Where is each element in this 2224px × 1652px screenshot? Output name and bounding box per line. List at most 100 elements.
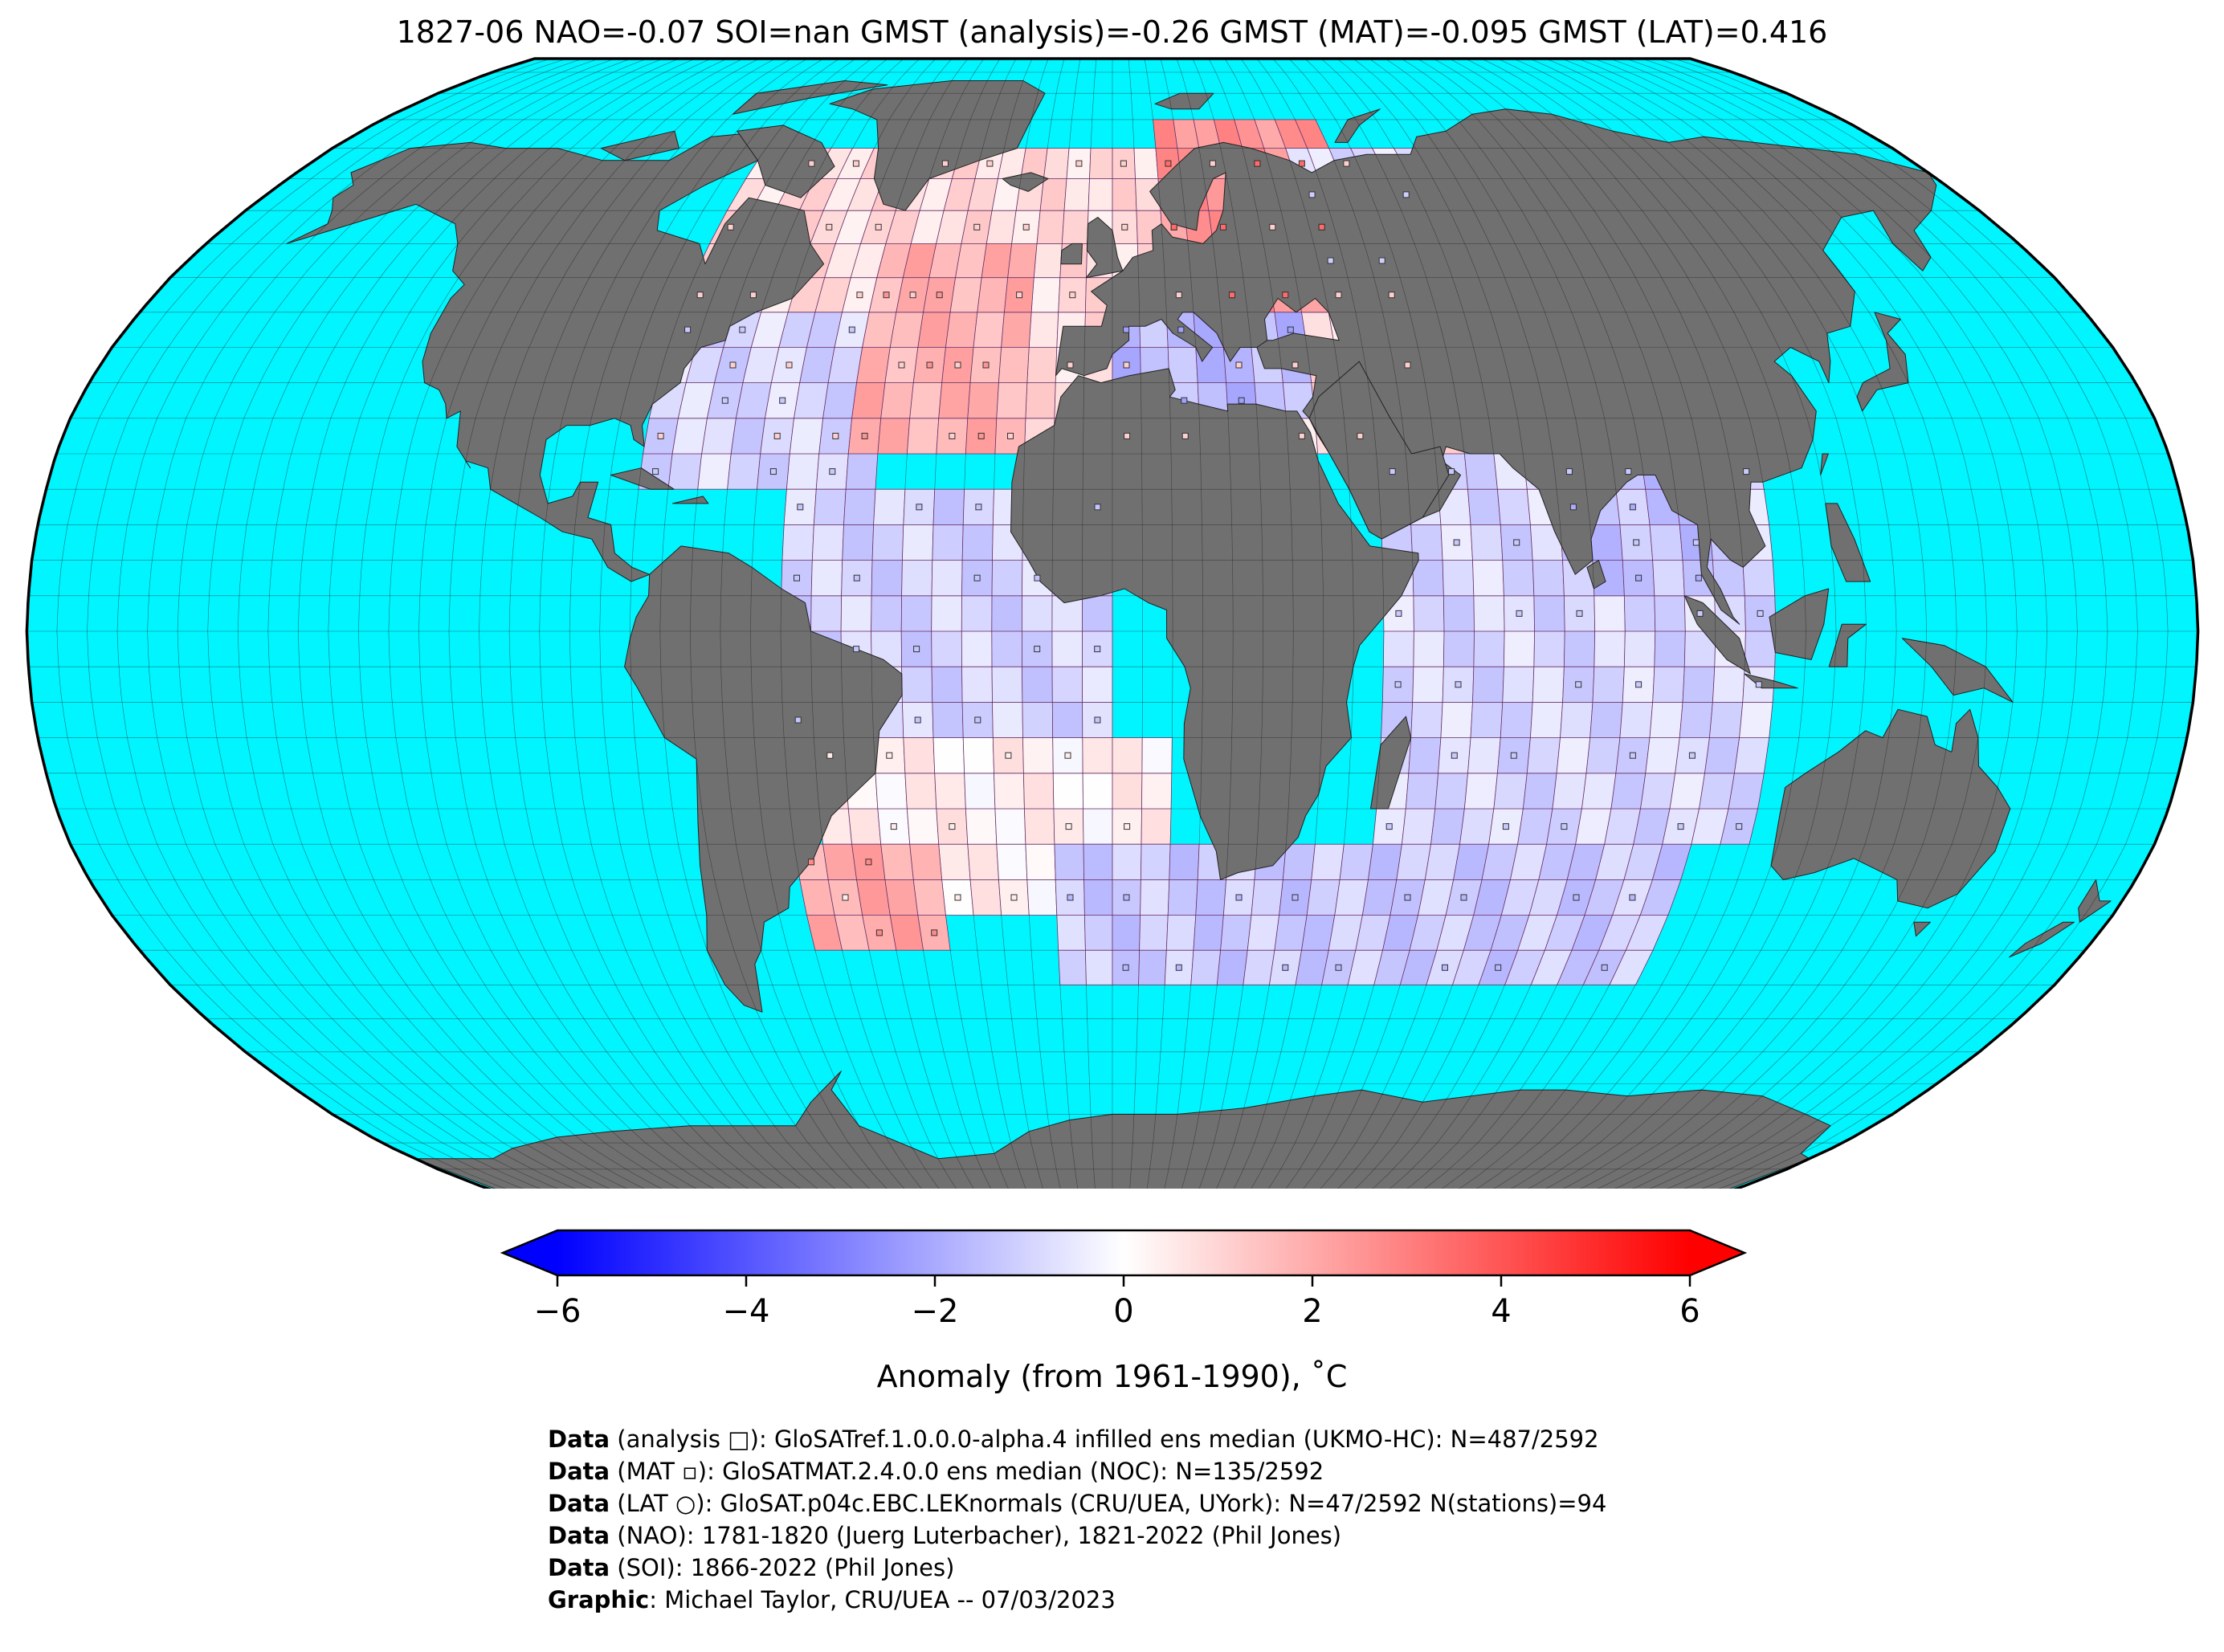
observation-marker [1635, 574, 1642, 581]
observation-marker [696, 292, 704, 299]
meridian-line [810, 59, 953, 1189]
observation-marker [1327, 257, 1334, 264]
observation-marker [1736, 823, 1743, 830]
observation-marker [973, 223, 981, 230]
observation-marker [865, 859, 872, 866]
meridian-line [1369, 59, 1596, 1189]
observation-marker [1335, 964, 1342, 971]
observation-marker [1565, 468, 1573, 475]
observation-marker [749, 292, 757, 299]
observation-marker [794, 574, 800, 581]
observation-marker [1124, 823, 1131, 830]
observation-marker [1696, 610, 1704, 617]
observation-marker [916, 504, 923, 511]
meridian-line [87, 59, 567, 1189]
meridian-line [1481, 59, 1806, 1189]
observation-marker [652, 468, 659, 475]
observation-marker [914, 716, 921, 724]
meridian-line [1353, 59, 1565, 1189]
observation-marker [1220, 223, 1226, 230]
observation-marker [977, 432, 985, 439]
observation-marker [1292, 894, 1299, 901]
colorbar-extend-high [1690, 1230, 1745, 1275]
observation-marker [1455, 681, 1462, 688]
observation-marker [684, 326, 692, 333]
meridian-line [1082, 59, 1097, 1189]
observation-marker [1065, 823, 1072, 830]
meridian-line [177, 59, 615, 1189]
observation-marker [1695, 574, 1702, 581]
observation-marker [1123, 326, 1130, 333]
observation-marker [1175, 964, 1182, 971]
observation-marker [1343, 160, 1350, 167]
credit-line: Data (SOI): 1866-2022 (Phil Jones) [548, 1552, 1606, 1584]
observation-marker [1094, 646, 1101, 653]
meridian-line [479, 59, 776, 1189]
observation-marker [1448, 468, 1455, 475]
observation-marker [1010, 894, 1018, 901]
observation-marker [1123, 894, 1130, 901]
observation-marker [1688, 752, 1696, 759]
observation-marker [1357, 432, 1364, 439]
meridian-line [1545, 59, 1928, 1189]
meridian-line [1433, 59, 1716, 1189]
meridian-line [569, 59, 824, 1189]
observation-marker [898, 361, 905, 369]
observation-marker [1692, 539, 1700, 546]
observation-marker [886, 752, 893, 759]
land-svalbard [1154, 92, 1214, 110]
meridian-line [1529, 59, 1897, 1189]
meridian-line [1022, 59, 1065, 1189]
meridian-line [1128, 59, 1143, 1189]
observation-marker [975, 504, 982, 511]
credit-heading: Data [548, 1490, 610, 1517]
meridian-line [871, 59, 985, 1189]
observation-marker [1075, 160, 1083, 167]
observation-marker [986, 160, 994, 167]
credit-heading: Data [548, 1426, 610, 1453]
meridian-line [147, 59, 599, 1189]
meridian-line [720, 59, 904, 1189]
observation-marker [1005, 752, 1012, 759]
observation-marker [1404, 894, 1411, 901]
observation-marker [773, 432, 781, 439]
credit-line: Data (NAO): 1781-1820 (Juerg Luterbacher… [548, 1519, 1606, 1552]
colorbar-tick-label: −4 [723, 1293, 770, 1330]
meridian-line [1176, 59, 1234, 1189]
colorbar: −6 −4 −2 0 2 4 6 [500, 1229, 1748, 1330]
meridian-line [1674, 59, 2169, 1189]
land-iceland [1002, 172, 1049, 192]
observation-marker [1122, 964, 1129, 971]
credit-text: : Michael Taylor, CRU/UEA -- 07/03/2023 [649, 1586, 1116, 1613]
credit-text: (NAO): 1781-1820 (Juerg Luterbacher), 18… [610, 1522, 1342, 1549]
observation-marker [727, 223, 734, 230]
credit-line: Data (LAT ○): GloSAT.p04c.EBC.LEKnormals… [548, 1487, 1606, 1519]
colorbar-ticks: −6 −4 −2 0 2 4 6 [534, 1275, 1700, 1330]
observation-marker [949, 432, 956, 439]
colorbar-label: Anomaly (from 1961-1990), ˚C [876, 1359, 1348, 1394]
observation-marker [729, 361, 737, 369]
credit-text: (LAT ○): GloSAT.p04c.EBC.LEKnormals (CRU… [610, 1490, 1607, 1517]
credit-heading: Data [548, 1522, 610, 1549]
observation-marker [941, 160, 949, 167]
colorbar-tick-label: −6 [534, 1293, 582, 1330]
land-africa [1010, 368, 1419, 880]
observation-marker [832, 432, 839, 439]
meridian-line [56, 59, 551, 1189]
meridian-line [1577, 59, 1988, 1189]
observation-marker [1064, 752, 1071, 759]
meridian-line [1449, 59, 1746, 1189]
observation-marker [1181, 432, 1189, 439]
observation-marker [1394, 681, 1402, 688]
meridian-line [659, 59, 872, 1189]
observation-marker [1124, 432, 1131, 439]
observation-marker [1235, 361, 1243, 369]
credit-text: (analysis □): GloSATref.1.0.0.0-alpha.4 … [610, 1426, 1599, 1453]
observation-marker [1335, 292, 1342, 299]
colorbar-gradient [557, 1230, 1690, 1275]
observation-marker [1513, 539, 1520, 546]
meridian-line [418, 59, 744, 1189]
meridian-line [1417, 59, 1686, 1189]
observation-marker [721, 397, 728, 404]
credit-text: (MAT ▫): GloSATMAT.2.4.0.0 ens median (N… [610, 1458, 1324, 1485]
